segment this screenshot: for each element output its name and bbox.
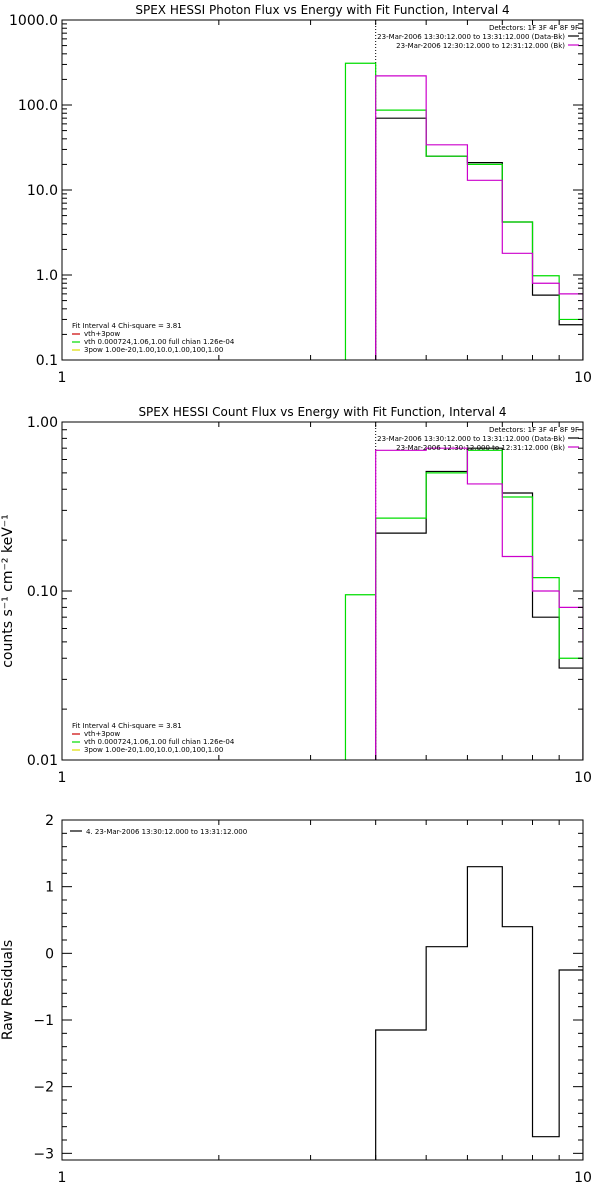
fit-legend-entry: vth 0.000724,1.06,1.00 full chian 1.26e-… xyxy=(84,338,235,346)
fit-legend-entry: vth 0.000724,1.06,1.00 full chian 1.26e-… xyxy=(84,738,235,746)
y-tick-label: 0 xyxy=(45,946,54,962)
chart-panel-2: SPEX HESSI Count Flux vs Energy with Fit… xyxy=(0,405,592,786)
y-axis-label: counts s⁻¹ cm⁻² keV⁻¹ xyxy=(0,514,16,668)
x-tick-label: 10 xyxy=(574,770,592,786)
x-tick-label: 1 xyxy=(58,1170,67,1186)
series-group xyxy=(344,447,583,760)
y-axis-label: Raw Residuals xyxy=(0,940,16,1040)
series-line-2 xyxy=(344,62,583,360)
series-line-2 xyxy=(344,449,583,760)
plot-frame xyxy=(61,421,584,761)
chart-panel-3: −3 −2 −1 0 1 2 1 10 Raw Residuals 4. 23-Mar-2006 … xyxy=(0,813,592,1186)
fit-legend-entry: 3pow 1.00e-20,1.00,10.0,1.00,100,1.00 xyxy=(84,746,223,754)
y-tick-label: 100.0 xyxy=(18,98,58,114)
x-tick-label: 10 xyxy=(574,370,592,386)
x-tick-label: 1 xyxy=(58,770,67,786)
y-tick-label: −1 xyxy=(33,1013,54,1029)
legend-entry: 23-Mar-2006 13:30:12.000 to 13:31:12.000… xyxy=(377,435,565,443)
y-tick-label: 1.0 xyxy=(36,268,58,284)
series-line-1 xyxy=(375,866,583,1160)
legend-entry: 23-Mar-2006 12:30:12.000 to 12:31:12.000… xyxy=(396,42,565,50)
y-tick-label: 1 xyxy=(45,880,54,896)
fit-legend-entry: 3pow 1.00e-20,1.00,10.0,1.00,100,1.00 xyxy=(84,346,223,354)
series-group xyxy=(375,866,583,1160)
chart-panel-1: SPEX HESSI Photon Flux vs Energy with Fi… xyxy=(9,3,592,386)
series-line-1 xyxy=(375,117,583,360)
chart-title: SPEX HESSI Photon Flux vs Energy with Fi… xyxy=(135,3,509,17)
series-line-3 xyxy=(375,75,583,360)
y-tick-label: 0.10 xyxy=(27,584,58,600)
y-tick-label: −2 xyxy=(33,1080,54,1096)
y-tick-label: −3 xyxy=(33,1146,54,1162)
y-tick-label: 1.00 xyxy=(27,415,58,431)
y-tick-label: 10.0 xyxy=(27,183,58,199)
series-line-3 xyxy=(375,447,583,760)
x-tick-label: 10 xyxy=(574,1170,592,1186)
fit-legend-entry: vth+3pow xyxy=(84,330,120,338)
series-group xyxy=(344,62,583,360)
x-tick-label: 1 xyxy=(58,370,67,386)
legend-entry: 23-Mar-2006 12:30:12.000 to 12:31:12.000… xyxy=(396,444,565,452)
y-tick-label: 0.01 xyxy=(27,753,58,769)
series-line-1 xyxy=(375,447,583,760)
fit-legend-title: Fit Interval 4 Chi-square = 3.81 xyxy=(72,722,182,730)
legend-title: Detectors: 1F 3F 4F 8F 9F xyxy=(489,24,579,32)
fit-legend-title: Fit Interval 4 Chi-square = 3.81 xyxy=(72,322,182,330)
legend-entry: 4. 23-Mar-2006 13:30:12.000 to 13:31:12.… xyxy=(86,828,247,836)
plot-frame xyxy=(61,819,584,1161)
fit-legend-entry: vth+3pow xyxy=(84,730,120,738)
y-tick-label: 2 xyxy=(45,813,54,829)
chart-title: SPEX HESSI Count Flux vs Energy with Fit… xyxy=(138,405,506,419)
legend-entry: 23-Mar-2006 13:30:12.000 to 13:31:12.000… xyxy=(377,33,565,41)
y-tick-label: 1000.0 xyxy=(9,13,58,29)
y-tick-label: 0.1 xyxy=(36,353,58,369)
legend-title: Detectors: 1F 3F 4F 8F 9F xyxy=(489,426,579,434)
plot-frame xyxy=(61,19,584,361)
